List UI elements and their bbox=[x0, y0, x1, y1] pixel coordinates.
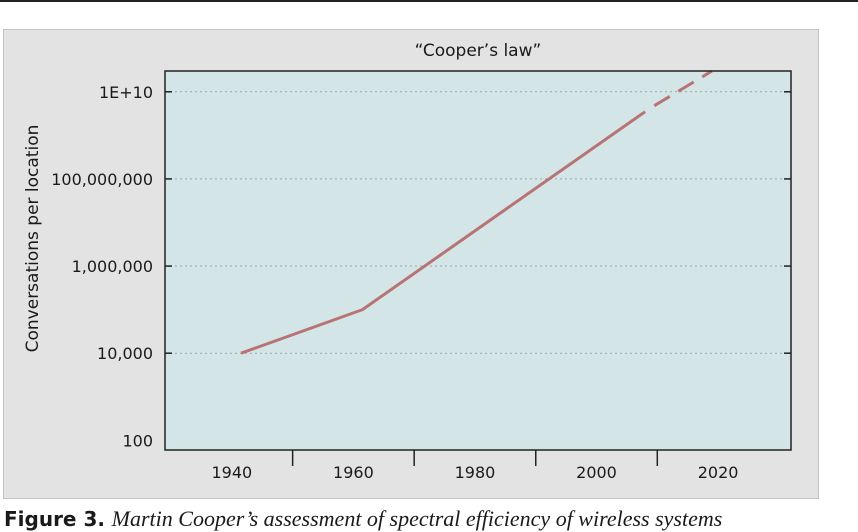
y-tick-label: 100 bbox=[122, 431, 153, 450]
x-axis: 1940 1960 1980 2000 2020 bbox=[211, 450, 738, 482]
chart-title: “Cooper’s law” bbox=[415, 41, 542, 61]
series-line-projection bbox=[653, 69, 713, 107]
top-rule bbox=[0, 0, 858, 2]
x-tick-label: 2000 bbox=[576, 463, 617, 482]
plot-area bbox=[165, 71, 791, 450]
caption-label: Figure 3. bbox=[4, 507, 105, 531]
y-tick-label: 1,000,000 bbox=[72, 257, 153, 276]
series-line bbox=[240, 110, 646, 355]
y-axis: 100 10,000 1,000,000 100,000,000 1E+10 bbox=[51, 83, 791, 450]
y-tick-label: 10,000 bbox=[97, 344, 153, 363]
plot-border bbox=[164, 70, 792, 451]
x-tick-label: 1980 bbox=[455, 463, 496, 482]
series-layer bbox=[240, 69, 713, 355]
x-tick-label: 1940 bbox=[211, 463, 252, 482]
y-axis-label: Conversations per location bbox=[23, 125, 43, 353]
figure-caption: Figure 3. Martin Cooper’s assessment of … bbox=[4, 506, 722, 532]
y-tick-label: 100,000,000 bbox=[51, 170, 153, 189]
x-tick-label: 2020 bbox=[698, 463, 739, 482]
grid-lines bbox=[165, 91, 791, 354]
x-tick-label: 1960 bbox=[333, 463, 374, 482]
y-tick-label: 1E+10 bbox=[99, 83, 153, 102]
caption-text: Martin Cooper’s assessment of spectral e… bbox=[111, 506, 723, 531]
